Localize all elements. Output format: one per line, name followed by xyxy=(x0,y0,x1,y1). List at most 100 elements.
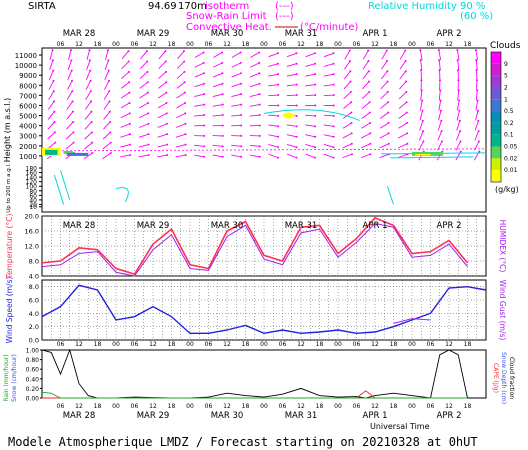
rain-line xyxy=(41,391,468,399)
wind-arrow-head xyxy=(240,114,243,117)
cloud-legend-label: 0.2 xyxy=(504,120,514,127)
wind-arrow-head xyxy=(91,152,94,155)
wind-arrow-head xyxy=(240,134,243,137)
cloud-blob xyxy=(66,152,89,156)
wind-arrow xyxy=(231,154,242,158)
hour-label: 00 xyxy=(260,341,268,348)
hour-label: 18 xyxy=(390,341,398,348)
y-tick-label: 140 xyxy=(26,175,38,182)
wind-arrow xyxy=(268,63,279,67)
wind-arrow-head xyxy=(239,61,242,64)
day-label: MAR 31 xyxy=(285,29,318,39)
wind-arrow xyxy=(437,130,443,141)
wind-arrow xyxy=(305,84,316,87)
wind-arrow xyxy=(286,144,297,148)
cloud-legend-swatch xyxy=(491,87,501,100)
wind-arrow xyxy=(47,111,55,120)
wind-arrow xyxy=(231,62,241,68)
wind-arrow-head xyxy=(129,143,132,146)
wind-arrow xyxy=(157,102,167,109)
wind-arrow xyxy=(305,73,316,77)
wind-speed-line xyxy=(41,284,487,335)
wind-arrow-head xyxy=(146,60,149,63)
day-label: MAR 31 xyxy=(285,411,318,421)
y-axis-label: Rain (mm/hour) xyxy=(3,354,10,401)
hour-label: 06 xyxy=(205,403,213,410)
wind-arrow xyxy=(231,114,242,117)
wind-arrow-head xyxy=(258,72,261,75)
wind-arrow-head xyxy=(421,109,424,112)
wind-arrow xyxy=(139,81,148,89)
wind-arrow-head xyxy=(313,156,316,159)
wind-arrow-head xyxy=(295,73,298,76)
wind-arrow-head xyxy=(419,49,422,52)
wind-arrow xyxy=(381,50,388,60)
hour-label: 00 xyxy=(260,403,268,410)
wind-arrow xyxy=(420,90,423,101)
y-tick-label: 40 xyxy=(29,197,37,204)
wind-arrow xyxy=(456,49,460,61)
wind-arrow xyxy=(212,154,223,158)
wind-arrow-head xyxy=(129,133,132,136)
wind-arrow xyxy=(120,102,130,109)
wind-arrow-head xyxy=(277,73,280,76)
wind-arrow xyxy=(399,50,406,60)
wind-arrow-head xyxy=(478,150,481,153)
wind-arrow-head xyxy=(276,156,279,159)
hour-label: 18 xyxy=(94,41,102,48)
cloud-blob xyxy=(415,153,431,156)
wind-arrow xyxy=(250,62,260,68)
wind-arrow xyxy=(138,144,149,148)
wind-arrow xyxy=(86,60,91,70)
wind-arrow-head xyxy=(146,70,149,73)
hour-label: 18 xyxy=(168,341,176,348)
wind-arrow xyxy=(323,63,334,67)
wind-arrow-head xyxy=(277,62,280,65)
wind-arrow-head xyxy=(203,103,206,106)
wind-arrow xyxy=(231,104,242,107)
wind-arrow xyxy=(360,153,371,159)
hour-label: 18 xyxy=(242,41,250,48)
wind-arrow-head xyxy=(438,79,441,82)
wind-arrow xyxy=(138,154,149,158)
wind-arrow xyxy=(104,60,109,70)
wind-arrow-head xyxy=(258,114,261,117)
y-axis-label-right: CAPE (J/g) xyxy=(492,363,499,393)
wind-arrow xyxy=(343,81,351,90)
wind-arrow-head xyxy=(221,155,224,158)
wind-arrow-head xyxy=(295,52,298,55)
wind-arrow xyxy=(102,152,112,160)
y-tick-label: 4.0 xyxy=(29,273,39,281)
wind-arrow-head xyxy=(475,79,478,82)
hour-label: 18 xyxy=(94,341,102,348)
wind-arrow-head xyxy=(165,122,168,125)
wind-arrow-head xyxy=(458,119,461,122)
wind-arrow xyxy=(379,112,389,119)
wind-arrow xyxy=(47,131,56,140)
y-axis-label: Height (m a.s.l.) xyxy=(3,98,12,163)
wind-arrow-head xyxy=(165,91,168,94)
hour-label: 06 xyxy=(279,41,287,48)
wind-arrow-head xyxy=(166,133,169,136)
hour-label: 18 xyxy=(168,403,176,410)
wind-arrow-head xyxy=(147,143,150,146)
wind-arrow xyxy=(344,50,351,60)
wind-arrow xyxy=(456,100,460,111)
wind-arrow xyxy=(65,131,74,140)
hour-label: 06 xyxy=(205,341,213,348)
hour-label: 12 xyxy=(149,403,157,410)
wind-arrow-head xyxy=(108,110,111,113)
wind-arrow-head xyxy=(53,131,56,134)
wind-arrow-head xyxy=(438,59,441,62)
wind-arrow-head xyxy=(456,49,459,52)
hour-label: 06 xyxy=(57,41,65,48)
y-axis-label: Wind Speed (m/s) xyxy=(5,277,14,344)
y-tick-label: 4000 xyxy=(19,123,37,131)
cloud-legend-label: 9 xyxy=(504,61,508,68)
cloud-legend-swatch xyxy=(491,170,501,182)
wind-arrow-head xyxy=(332,52,335,55)
cloud-legend: 9 5 2 1 0.5 0.2 0.1 0.05 0.02 0.01 xyxy=(490,51,518,183)
wind-arrow xyxy=(140,50,148,60)
wind-arrow-head xyxy=(166,143,169,146)
